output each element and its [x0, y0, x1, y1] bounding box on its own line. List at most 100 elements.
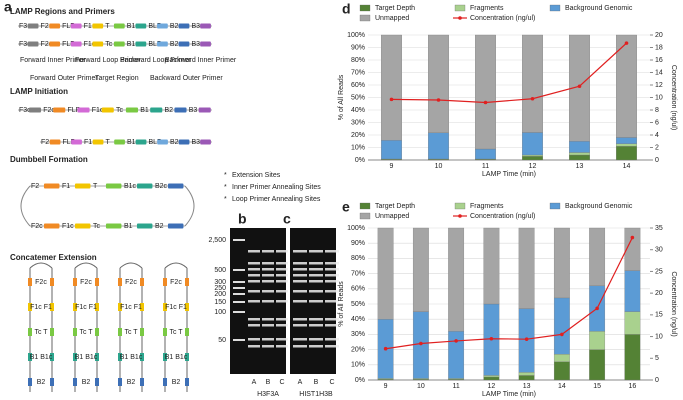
bar-segment — [522, 34, 543, 133]
concatemer-segment — [73, 278, 77, 286]
legend-swatch — [359, 14, 371, 22]
y-tick-label: 70% — [351, 69, 365, 76]
gel-band — [262, 262, 274, 265]
segment-label: FLP — [63, 139, 76, 146]
lane-label: A — [298, 379, 303, 386]
concatemer-segment — [118, 353, 122, 361]
panel-label: e — [342, 199, 350, 215]
segment — [105, 223, 122, 229]
gel-band — [325, 324, 339, 327]
segment — [27, 41, 39, 47]
concatemer-segment — [118, 378, 122, 386]
gel-band — [309, 345, 323, 348]
bar-segment — [553, 227, 570, 299]
segment — [157, 23, 168, 29]
segment — [136, 183, 153, 189]
concentration-line — [385, 237, 633, 350]
y2-axis-label: Concentration (ng/ul) — [670, 65, 677, 130]
segment-label: F1 — [84, 139, 92, 146]
bar-segment — [616, 34, 637, 138]
gel-band — [325, 338, 339, 341]
y2-tick-label: 4 — [655, 132, 659, 139]
concatemer-label: B2 — [37, 379, 46, 386]
y-tick-label: 100% — [347, 32, 365, 39]
concatemer-label: B2 — [172, 379, 181, 386]
primer-label: Target Region — [95, 75, 139, 82]
segment — [43, 183, 60, 189]
lane-label: A — [252, 379, 257, 386]
gel-band — [293, 268, 307, 271]
bar-segment — [589, 227, 606, 286]
segment-label: F1 — [62, 183, 70, 190]
ladder-label: 200 — [214, 291, 226, 298]
gel-band — [248, 250, 260, 253]
segment — [178, 139, 190, 145]
gene-label: H3F3A — [257, 391, 279, 398]
concentration-marker — [630, 235, 635, 240]
segment — [77, 107, 90, 113]
gel-band — [276, 262, 288, 265]
segment — [71, 139, 82, 145]
segment-label: F2c — [43, 107, 55, 114]
bar-segment — [569, 154, 590, 161]
legend-swatch — [549, 202, 561, 210]
segment-label: B2c — [155, 183, 168, 190]
panel-label: b — [238, 211, 247, 227]
ladder-label: 150 — [214, 299, 226, 306]
concentration-marker — [524, 337, 529, 341]
concatemer-label: B1 B1c — [30, 354, 53, 361]
concatemer-segment — [140, 328, 144, 336]
bar-segment — [569, 34, 590, 142]
segment-label: FLPc — [62, 41, 79, 48]
segment — [74, 223, 91, 229]
gel-band — [325, 345, 339, 348]
ladder-band — [233, 287, 245, 289]
y2-axis-label: Concentration (ng/ul) — [670, 271, 677, 336]
gel-band — [248, 324, 260, 327]
concatemer-segment — [163, 353, 167, 361]
gel-band — [309, 318, 323, 321]
concentration-marker — [483, 100, 488, 105]
gel-band — [309, 290, 323, 293]
segment-label: F1c — [62, 223, 74, 230]
gel-band — [293, 274, 307, 277]
gel-band — [293, 262, 307, 265]
segment — [135, 41, 147, 47]
gel-band — [262, 338, 274, 341]
bar-segment — [522, 154, 543, 157]
x-tick-label: 10 — [417, 383, 425, 390]
legend-label: Fragments — [470, 203, 504, 210]
y-tick-label: 80% — [351, 255, 365, 262]
segment — [92, 23, 104, 29]
legend-label: Fragments — [470, 5, 504, 12]
legend-swatch — [549, 4, 561, 12]
y-tick-label: 20% — [351, 132, 365, 139]
gel-band — [276, 300, 288, 303]
gel-band — [309, 280, 323, 283]
x-tick-label: 10 — [435, 163, 443, 170]
gel-band — [248, 345, 260, 348]
segment — [28, 107, 42, 113]
bar-segment — [483, 376, 500, 381]
concentration-line — [391, 42, 627, 104]
bar-segment — [522, 132, 543, 156]
segment — [174, 107, 187, 113]
segment-label: FLP — [62, 23, 75, 30]
concatemer-label: B1 B1c — [120, 354, 143, 361]
ladder-label: 300 — [214, 279, 226, 286]
panel-label: a — [4, 0, 12, 15]
concentration-marker — [436, 98, 441, 102]
gel-band — [293, 290, 307, 293]
segment — [135, 139, 147, 145]
segment — [200, 23, 211, 29]
segment — [135, 23, 147, 29]
y2-tick-label: 0 — [655, 377, 659, 384]
segment-label: B2 — [170, 41, 179, 48]
segment-label: B1 — [124, 223, 133, 230]
segment — [70, 23, 82, 29]
concentration-marker — [530, 96, 535, 101]
concatemer-segment — [95, 378, 99, 386]
segment-label: F3 — [19, 23, 27, 30]
gel-band — [248, 338, 260, 341]
gel-band — [309, 262, 323, 265]
